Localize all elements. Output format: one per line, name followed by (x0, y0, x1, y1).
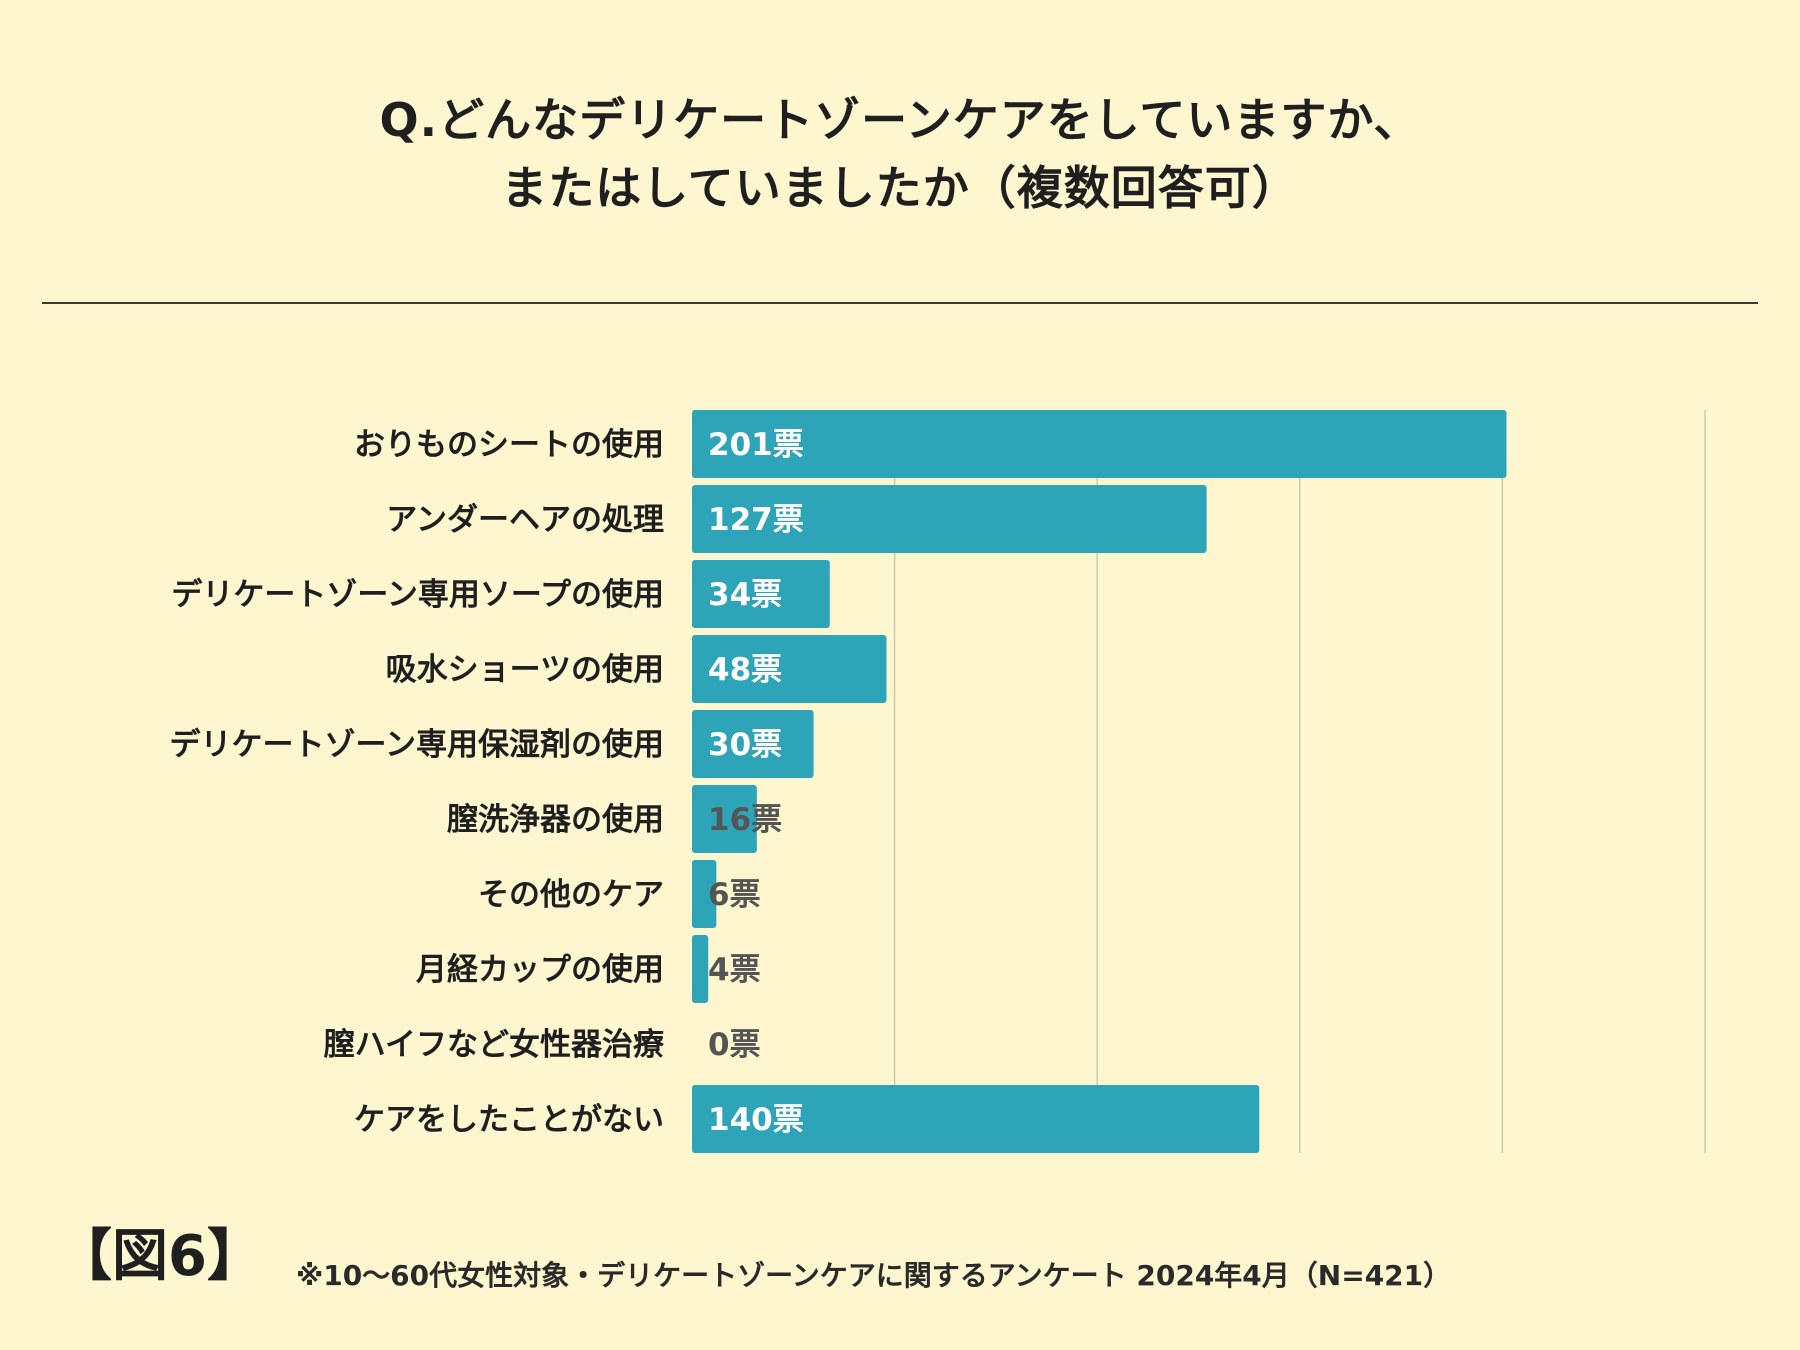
bar (692, 785, 757, 853)
chart-title-line-2: またはしていましたか（複数回答可） (501, 161, 1299, 215)
data-label: 4票 (708, 952, 761, 988)
category-label: デリケートゾーン専用保湿剤の使用 (170, 727, 664, 763)
data-label: 127票 (708, 502, 804, 538)
bar-row: アンダーヘアの処理 127票 (386, 485, 1207, 553)
category-label: 月経カップの使用 (416, 952, 664, 988)
data-label: 48票 (708, 652, 782, 688)
bar (692, 860, 717, 928)
bar (692, 485, 1207, 553)
bar (692, 1085, 1260, 1153)
chart-title: Q.どんなデリケートゾーンケアをしていますか、 またはしていましたか（複数回答可… (0, 86, 1800, 222)
category-label: 膣洗浄器の使用 (447, 802, 664, 838)
bar-row: おりものシートの使用 201票 (354, 410, 1507, 478)
data-label: 201票 (708, 427, 804, 463)
category-label: デリケートゾーン専用ソープの使用 (171, 577, 664, 613)
bar (692, 710, 814, 778)
category-label: その他のケア (478, 877, 664, 913)
survey-footnote: ※10〜60代女性対象・デリケートゾーンケアに関するアンケート 2024年4月（… (296, 1259, 1452, 1292)
bar (692, 935, 709, 1003)
bar-row: 膣洗浄器の使用 16票 (447, 785, 782, 853)
data-label: 16票 (708, 802, 782, 838)
bar-row: 吸水ショーツの使用 48票 (386, 635, 887, 703)
bar-row: 月経カップの使用 4票 (416, 935, 761, 1003)
category-label: 吸水ショーツの使用 (386, 652, 664, 688)
bar-row: デリケートゾーン専用保湿剤の使用 30票 (170, 710, 814, 778)
category-label: おりものシートの使用 (354, 427, 664, 463)
bar (692, 560, 830, 628)
category-label: アンダーヘアの処理 (386, 502, 664, 538)
category-label: 膣ハイフなど女性器治療 (324, 1027, 664, 1063)
category-label: ケアをしたことがない (354, 1102, 664, 1138)
bar-row: その他のケア 6票 (478, 860, 761, 928)
bar-row: 膣ハイフなど女性器治療 0票 (324, 1027, 761, 1063)
chart-title-line-1: Q.どんなデリケートゾーンケアをしていますか、 (379, 93, 1421, 147)
figure-label: 【図6】 (56, 1224, 263, 1289)
bar (692, 410, 1507, 478)
data-label: 140票 (708, 1102, 804, 1138)
bar-row: デリケートゾーン専用ソープの使用 34票 (171, 560, 830, 628)
data-label: 30票 (708, 727, 782, 763)
bar-row: ケアをしたことがない 140票 (354, 1085, 1260, 1153)
bar (692, 635, 887, 703)
data-label: 34票 (708, 577, 782, 613)
title-divider (42, 302, 1758, 304)
data-label: 0票 (708, 1027, 761, 1063)
data-label: 6票 (708, 877, 761, 913)
